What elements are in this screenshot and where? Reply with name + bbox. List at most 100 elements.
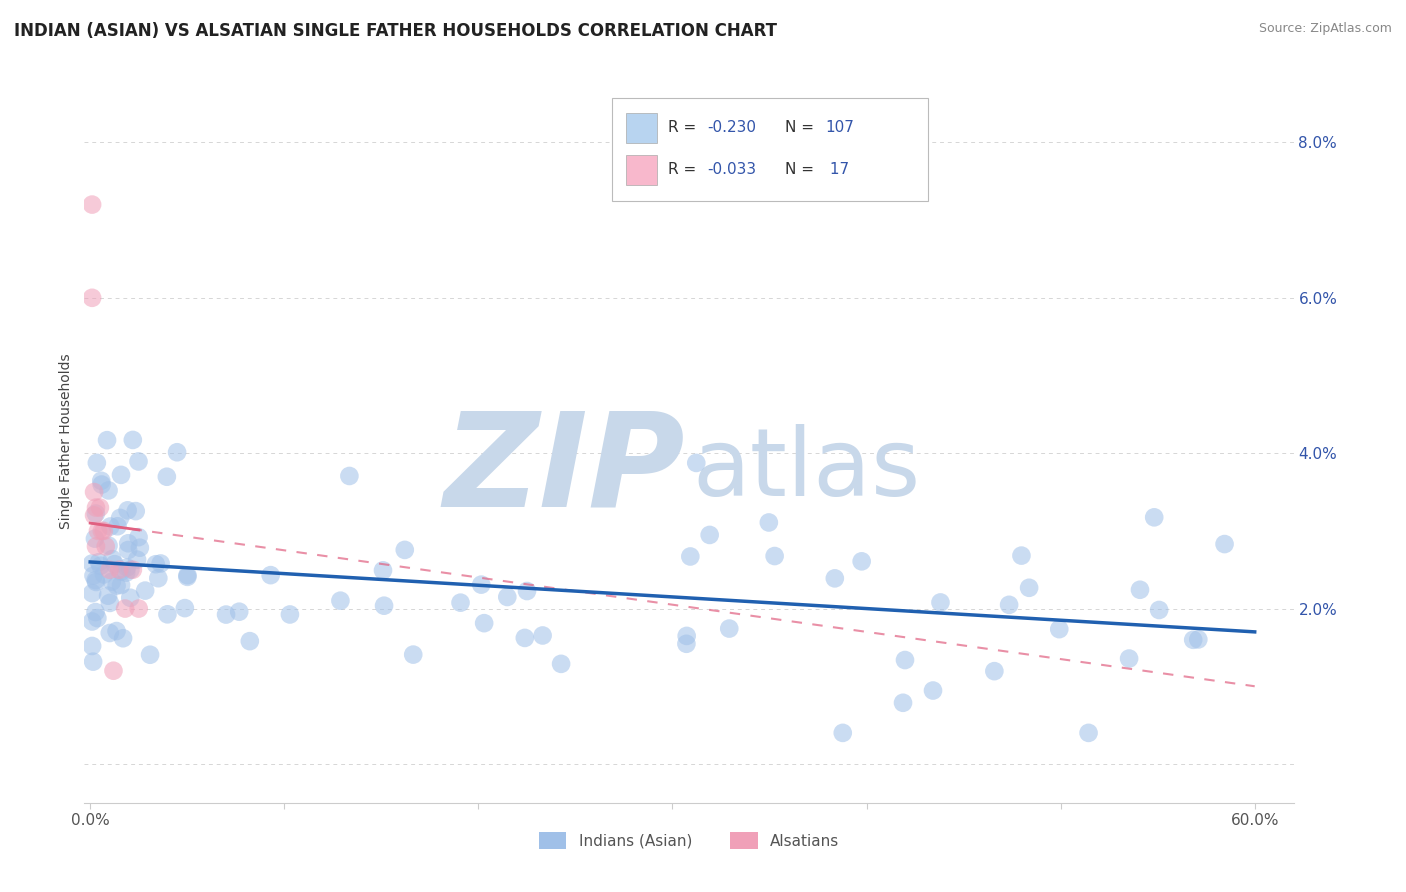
Text: N =: N = — [785, 162, 818, 177]
Point — [82, 639, 104, 653]
Point — [1187, 632, 1209, 647]
Point — [97, 589, 120, 603]
Point — [1047, 622, 1070, 636]
Text: R =: R = — [668, 162, 702, 177]
Text: -0.033: -0.033 — [707, 162, 756, 177]
Point — [114, 601, 136, 615]
Point — [93, 524, 115, 538]
Point — [89, 558, 111, 573]
Text: -0.230: -0.230 — [707, 120, 756, 135]
Point — [82, 291, 104, 305]
Point — [128, 601, 150, 615]
Point — [108, 563, 131, 577]
Point — [127, 552, 149, 566]
Point — [110, 578, 132, 592]
Point — [516, 584, 538, 599]
Point — [278, 607, 301, 622]
Point — [1143, 510, 1166, 524]
Point — [101, 574, 124, 589]
Point — [120, 591, 142, 605]
Point — [260, 568, 283, 582]
Point — [87, 555, 110, 569]
Point — [82, 197, 104, 211]
Point — [117, 536, 139, 550]
Point — [105, 624, 128, 638]
Point — [763, 549, 786, 563]
Point — [228, 605, 250, 619]
Text: ZIP: ZIP — [444, 407, 685, 534]
Text: 17: 17 — [825, 162, 849, 177]
Point — [679, 549, 702, 564]
Point — [139, 648, 162, 662]
Point — [675, 629, 697, 643]
Point — [1147, 603, 1170, 617]
Point — [117, 503, 139, 517]
Point — [675, 637, 697, 651]
Point — [998, 598, 1021, 612]
Point — [134, 583, 156, 598]
Point — [112, 632, 135, 646]
Point — [128, 530, 150, 544]
Text: atlas: atlas — [693, 425, 921, 516]
Point — [339, 469, 361, 483]
Point — [86, 456, 108, 470]
Point — [983, 664, 1005, 678]
Point — [84, 507, 107, 521]
Point — [166, 445, 188, 459]
Point — [98, 626, 121, 640]
Point — [115, 560, 138, 574]
Point — [371, 563, 394, 577]
Point — [929, 595, 952, 609]
Point — [1018, 581, 1040, 595]
Point — [97, 483, 120, 498]
Point — [84, 574, 107, 589]
Point — [90, 524, 112, 538]
Point — [108, 511, 131, 525]
Point — [176, 568, 198, 582]
Point — [82, 586, 104, 600]
Point — [121, 433, 143, 447]
Point — [1182, 632, 1205, 647]
Point — [104, 557, 127, 571]
Point — [90, 477, 112, 491]
Point — [149, 557, 172, 571]
Text: Source: ZipAtlas.com: Source: ZipAtlas.com — [1258, 22, 1392, 36]
Point — [103, 664, 125, 678]
Point — [831, 726, 853, 740]
Point — [148, 571, 170, 585]
Point — [394, 542, 416, 557]
Text: INDIAN (ASIAN) VS ALSATIAN SINGLE FATHER HOUSEHOLDS CORRELATION CHART: INDIAN (ASIAN) VS ALSATIAN SINGLE FATHER… — [14, 22, 778, 40]
Point — [1213, 537, 1236, 551]
Point — [215, 607, 238, 622]
Point — [98, 596, 121, 610]
Point — [922, 683, 945, 698]
Point — [84, 573, 107, 587]
Point — [84, 540, 107, 554]
Point — [531, 628, 554, 642]
Point — [373, 599, 395, 613]
Point — [84, 500, 107, 515]
Point — [239, 634, 262, 648]
Point — [100, 519, 122, 533]
Point — [402, 648, 425, 662]
Point — [550, 657, 572, 671]
Text: 107: 107 — [825, 120, 855, 135]
Point — [145, 558, 167, 572]
Point — [120, 563, 142, 577]
Point — [87, 524, 110, 538]
Point — [97, 539, 120, 553]
Legend: Indians (Asian), Alsatians: Indians (Asian), Alsatians — [531, 824, 846, 856]
Point — [90, 474, 112, 488]
Point — [851, 554, 873, 568]
Point — [128, 541, 150, 555]
Point — [84, 532, 107, 546]
Point — [122, 563, 145, 577]
Point — [156, 469, 179, 483]
Point — [718, 622, 741, 636]
Point — [156, 607, 179, 622]
Point — [173, 601, 195, 615]
Point — [128, 454, 150, 468]
Point — [470, 577, 492, 591]
Point — [86, 611, 108, 625]
Point — [824, 571, 846, 585]
